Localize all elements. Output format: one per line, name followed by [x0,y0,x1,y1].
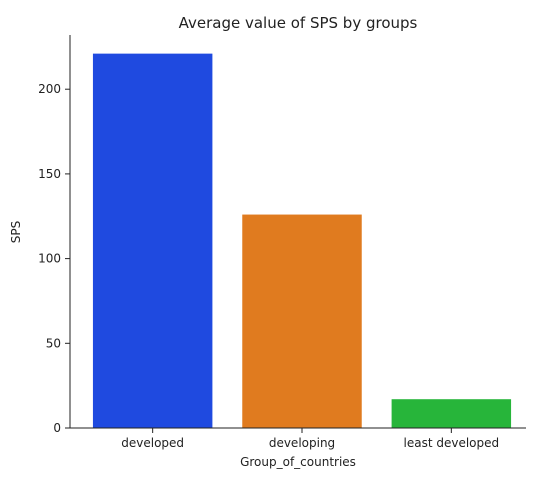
y-tick-label: 200 [38,82,61,96]
y-axis-label: SPS [9,221,23,243]
y-tick-label: 150 [38,167,61,181]
plot-area: 0 50 100 150 200 developed developing least de… [38,35,526,450]
x-axis-label: Group_of_countries [240,455,356,469]
bars-group [92,53,512,429]
bar-least-developed [391,399,512,428]
x-tick-label: developed [121,436,184,450]
x-tick-label: least developed [404,436,500,450]
y-tick-label: 0 [53,421,61,435]
bar-developed [92,53,213,429]
x-tick-label: developing [269,436,335,450]
y-tick-label: 50 [46,336,61,350]
bar-developing [242,214,362,428]
x-ticks-group: developed developing least developed [121,428,499,450]
y-tick-label: 100 [38,252,61,266]
y-ticks-group: 0 50 100 150 200 [38,82,70,435]
chart-title: Average value of SPS by groups [179,14,418,32]
